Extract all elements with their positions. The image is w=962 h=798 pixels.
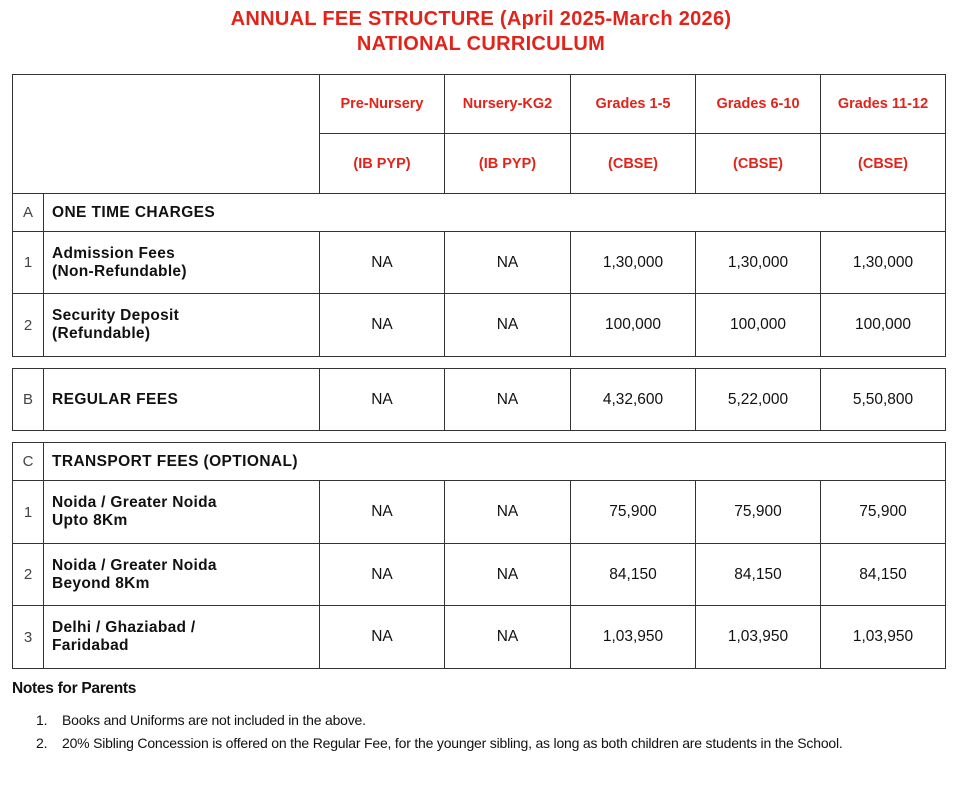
- row-label-line: Noida / Greater Noida: [52, 494, 217, 511]
- fee-value: 100,000: [820, 293, 946, 357]
- note-text: Books and Uniforms are not included in t…: [62, 712, 366, 728]
- fee-value: NA: [319, 293, 445, 357]
- row-label-line: Beyond 8Km: [52, 574, 150, 592]
- row-label: Delhi / Ghaziabad / Faridabad: [43, 605, 320, 669]
- fee-value: 84,150: [820, 543, 946, 606]
- page-subtitle: NATIONAL CURRICULUM: [356, 33, 606, 55]
- row-label: Security Deposit (Refundable): [43, 293, 320, 357]
- row-label: Noida / Greater Noida Upto 8Km: [43, 480, 320, 544]
- row-label-line: (Refundable): [52, 325, 151, 342]
- notes-title: Notes for Parents: [12, 680, 137, 697]
- column-header-grade: Pre-Nursery: [319, 74, 445, 134]
- row-number: 1: [12, 231, 44, 294]
- fee-value: 100,000: [570, 293, 696, 357]
- header-blank-cell: [12, 74, 320, 194]
- fee-value: 75,900: [820, 480, 946, 544]
- fee-value: NA: [444, 231, 571, 294]
- column-header-board: (CBSE): [570, 133, 696, 194]
- column-header-board: (CBSE): [820, 133, 946, 194]
- fee-value: NA: [319, 543, 445, 606]
- page-title: ANNUAL FEE STRUCTURE (April 2025-March 2…: [230, 8, 732, 30]
- fee-value: 4,32,600: [570, 368, 696, 431]
- row-label-line: Security Deposit: [52, 307, 180, 324]
- row-label: Admission Fees (Non-Refundable): [43, 231, 320, 294]
- column-header-board: (IB PYP): [444, 133, 571, 194]
- fee-value: 100,000: [695, 293, 821, 357]
- note-number: 1.: [36, 712, 48, 728]
- column-header-grade: Grades 1-5: [570, 74, 696, 134]
- column-header-board: (IB PYP): [319, 133, 445, 194]
- row-label-line: Delhi / Ghaziabad /: [52, 619, 196, 636]
- fee-value: NA: [444, 368, 571, 431]
- column-header-grade: Grades 6-10: [695, 74, 821, 134]
- note-item: 1. Books and Uniforms are not included i…: [36, 712, 951, 729]
- section-title: ONE TIME CHARGES: [43, 193, 946, 232]
- row-label: Noida / Greater Noida Beyond 8Km: [43, 543, 320, 606]
- section-title: REGULAR FEES: [43, 368, 320, 431]
- fee-value: 84,150: [695, 543, 821, 606]
- row-number: 3: [12, 605, 44, 669]
- fee-value: 1,03,950: [695, 605, 821, 669]
- row-label-line: Upto 8Km: [52, 512, 128, 529]
- column-header-grade: Nursery-KG2: [444, 74, 571, 134]
- fee-value: 5,50,800: [820, 368, 946, 431]
- fee-value: 1,30,000: [695, 231, 821, 294]
- fee-value: NA: [444, 543, 571, 606]
- fee-value: 1,03,950: [570, 605, 696, 669]
- fee-value: 1,03,950: [820, 605, 946, 669]
- column-header-grade: Grades 11-12: [820, 74, 946, 134]
- section-title: TRANSPORT FEES (OPTIONAL): [43, 442, 946, 481]
- column-header-board: (CBSE): [695, 133, 821, 194]
- note-text: 20% Sibling Concession is offered on the…: [62, 735, 843, 751]
- row-label-line: Admission Fees: [52, 244, 176, 262]
- fee-value: NA: [444, 605, 571, 669]
- fee-value: NA: [319, 368, 445, 431]
- fee-value: 5,22,000: [695, 368, 821, 431]
- section-letter: A: [12, 193, 44, 232]
- fee-value: 75,900: [695, 480, 821, 544]
- row-label-line: Faridabad: [52, 637, 129, 654]
- fee-value: NA: [319, 480, 445, 544]
- fee-value: NA: [444, 293, 571, 357]
- row-number: 2: [12, 543, 44, 606]
- section-letter: B: [12, 368, 44, 431]
- row-number: 1: [12, 480, 44, 544]
- row-number: 2: [12, 293, 44, 357]
- note-item: 2. 20% Sibling Concession is offered on …: [36, 735, 951, 752]
- fee-value: NA: [319, 231, 445, 294]
- fee-value: 1,30,000: [570, 231, 696, 294]
- note-number: 2.: [36, 735, 48, 751]
- section-letter: C: [12, 442, 44, 481]
- fee-value: NA: [319, 605, 445, 669]
- row-label-line: Noida / Greater Noida: [52, 556, 217, 574]
- fee-value: 84,150: [570, 543, 696, 606]
- fee-value: 75,900: [570, 480, 696, 544]
- fee-value: 1,30,000: [820, 231, 946, 294]
- row-label-line: (Non-Refundable): [52, 262, 187, 280]
- fee-value: NA: [444, 480, 571, 544]
